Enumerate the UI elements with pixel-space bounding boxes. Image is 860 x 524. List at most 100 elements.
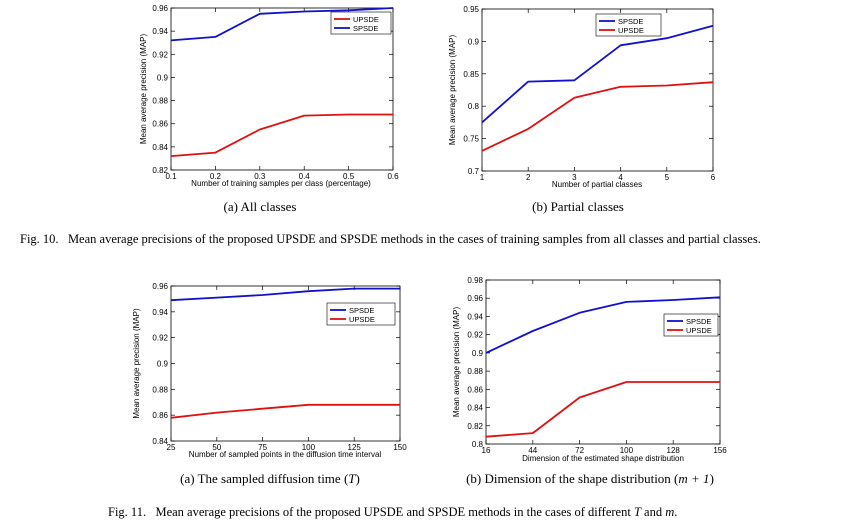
series-line-upsde [485,381,720,438]
y-tick-label: 0.96 [152,282,168,291]
figure-caption-text-after: . [674,505,678,519]
x-tick-label: 72 [575,446,584,455]
figure-label: Fig. 11. [108,505,147,519]
y-tick-label: 0.84 [467,404,483,413]
x-tick-label: 0.4 [299,172,311,181]
y-tick-label: 0.92 [152,334,168,343]
figure-caption-text: Mean average precisions of the proposed … [67,232,761,246]
subcaption-10b: (b) Partial classes [478,199,678,215]
y-tick-label: 0.86 [152,411,168,420]
subcaption-11b: (b) Dimension of the shape distribution … [440,471,740,487]
legend-label-upsde: UPSDE [349,315,375,324]
y-tick-label: 0.7 [468,167,480,176]
legend-label-spsde: SPSDE [686,317,711,326]
figure-caption-text-mid: and [644,505,663,519]
x-tick-label: 0.6 [387,172,399,181]
x-tick-label: 2 [526,173,531,182]
legend-label-spsde: SPSDE [353,24,378,33]
subcaption-text: All classes [240,199,297,214]
x-tick-label: 0.5 [343,172,355,181]
plot-frame [485,279,721,445]
y-tick-label: 0.88 [467,367,483,376]
subcaption-10a: (a) All classes [160,199,360,215]
y-tick-label: 0.94 [152,308,168,317]
x-axis-label: Number of sampled points in the diffusio… [189,450,382,459]
subcaption-tag: (a) [180,471,195,486]
subcaption-text: Partial classes [550,199,624,214]
series-line-spsde [170,7,394,42]
y-tick-label: 0.9 [157,73,169,82]
y-axis-label: Mean average precision (MAP) [452,307,461,418]
y-tick-label: 0.82 [467,422,483,431]
caption-variable-m: m [665,505,675,519]
x-tick-label: 25 [167,443,176,452]
y-tick-label: 0.85 [463,70,479,79]
series-line-spsde [485,296,721,354]
figure-caption-text: Mean average precisions of the proposed … [155,505,631,519]
legend-label-upsde: UPSDE [618,26,644,35]
series-line-upsde [481,81,714,152]
y-tick-label: 0.96 [467,294,483,303]
x-tick-label: 0.3 [254,172,266,181]
subcaption-variable: T [348,471,356,486]
figure-caption-10: Fig. 10. Mean average precisions of the … [20,232,761,247]
legend-label-upsde: UPSDE [686,326,712,335]
subcaption-text-after: ) [355,471,360,486]
y-tick-label: 0.95 [463,5,479,14]
x-tick-label: 75 [258,443,267,452]
x-tick-label: 1 [480,173,485,182]
figure-caption-11: Fig. 11. Mean average precisions of the … [108,505,677,520]
y-tick-label: 0.92 [467,331,483,340]
y-tick-label: 0.8 [472,440,484,449]
y-tick-label: 0.86 [152,120,168,129]
chart-4: 0.8 0.82 0.84 0.86 0.88 0.9 0.92 0.94 0.96 0.98 16… [452,276,727,463]
y-tick-label: 0.88 [152,97,168,106]
x-tick-label: 128 [667,446,681,455]
y-tick-label: 0.75 [463,135,479,144]
y-axis-label: Mean average precision (MAP) [132,308,141,419]
x-axis-label: Number of partial classes [552,180,642,189]
series-line-upsde [170,403,400,419]
legend-label-upsde: UPSDE [353,15,379,24]
x-tick-label: 16 [482,446,491,455]
subcaption-tag: (a) [223,199,238,214]
subcaption-text: Dimension of the shape distribution ( [484,471,679,486]
x-tick-label: 5 [665,173,670,182]
x-tick-label: 44 [528,446,537,455]
y-tick-label: 0.84 [152,437,168,446]
y-tick-label: 0.9 [468,37,480,46]
y-tick-label: 0.98 [467,276,483,285]
x-tick-label: 6 [711,173,716,182]
y-tick-label: 0.92 [152,50,168,59]
y-tick-label: 0.96 [152,4,168,13]
y-tick-label: 0.94 [152,27,168,36]
chart-1: 0.82 0.84 0.86 0.88 0.9 0.92 0.94 0.96 0.1 0.2 0.3… [139,4,399,188]
subcaption-text-after: ) [709,471,714,486]
y-axis-label: Mean average precision (MAP) [139,34,148,145]
x-tick-label: 4 [618,173,623,182]
y-tick-label: 0.8 [468,102,480,111]
subcaption-11a: (a) The sampled diffusion time (T) [140,471,400,487]
subcaption-tag: (b) [466,471,482,486]
x-tick-label: 100 [302,443,316,452]
caption-variable-t: T [633,505,641,519]
x-tick-label: 50 [212,443,221,452]
y-tick-label: 0.94 [467,312,483,321]
subcaption-tag: (b) [532,199,548,214]
figure-label: Fig. 10. [20,232,59,246]
chart-3: 0.84 0.86 0.88 0.9 0.92 0.94 0.96 25 50 75 100 125 1… [132,282,407,459]
x-axis-label: Number of training samples per class (pe… [191,179,371,188]
y-tick-label: 0.86 [467,385,483,394]
x-tick-label: 156 [713,446,727,455]
x-tick-label: 0.2 [210,172,222,181]
series-line-spsde [170,287,400,302]
chart-2: 0.7 0.75 0.8 0.85 0.9 0.95 1 2 3 4 5 6 Number of par… [448,5,716,189]
x-tick-label: 100 [620,446,634,455]
y-tick-label: 0.9 [157,360,169,369]
y-tick-label: 0.82 [152,166,168,175]
